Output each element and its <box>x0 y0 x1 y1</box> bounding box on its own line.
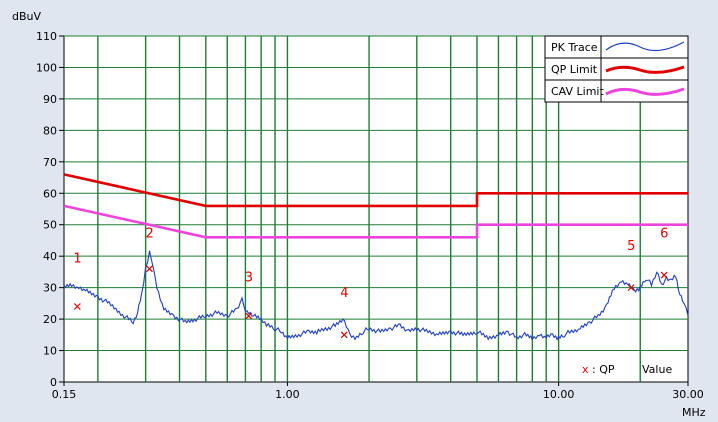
qp-markers: 1 2 3 4 5 6 <box>73 226 668 339</box>
cav-limit-line <box>63 204 688 239</box>
x-tick-label-1: 1.00 <box>275 388 300 401</box>
qp-marker-4-b <box>340 331 348 339</box>
marker-label-3: 3 <box>245 270 253 285</box>
legend-pk-swatch <box>605 41 685 52</box>
y-tick-label-5: 50 <box>43 219 57 232</box>
grid-lines <box>64 35 688 382</box>
marker-label-5: 5 <box>627 239 635 254</box>
x-axis-unit: MHz <box>682 406 706 419</box>
x-tick-label-3: 30.00 <box>672 388 704 401</box>
y-tick-label-9: 90 <box>43 93 57 106</box>
y-tick-label-1: 10 <box>43 345 57 358</box>
pk-trace-line <box>63 250 689 342</box>
y-tick-label-10: 100 <box>36 61 57 74</box>
qp-marker-2-b <box>146 265 153 273</box>
y-tick-label-2: 20 <box>43 313 57 326</box>
legend-qp-label: QP Limit <box>551 63 598 76</box>
qp-marker-5-b <box>627 284 635 292</box>
series-lines <box>63 173 689 342</box>
qp-marker-3-b <box>245 312 253 320</box>
y-tick-label-4: 40 <box>43 250 57 263</box>
y-tick-label-11: 110 <box>36 30 57 43</box>
note-value-label: Value <box>642 363 672 376</box>
x-tick-label-0: 0.15 <box>52 388 77 401</box>
marker-label-1: 1 <box>73 251 81 266</box>
marker-label-6: 6 <box>660 226 668 241</box>
qp-marker-1-b <box>73 303 81 310</box>
y-tick-label-7: 70 <box>43 156 57 169</box>
y-tick-label-3: 30 <box>43 282 57 295</box>
legend: PK Trace QP Limit CAV Limit <box>544 35 689 103</box>
qp-limit-line <box>63 173 688 208</box>
legend-qp-swatch <box>605 65 685 74</box>
y-axis-ticks: 0 10 20 30 40 50 60 70 80 90 100 110 <box>36 30 64 389</box>
y-tick-label-0: 0 <box>50 376 57 389</box>
qp-note: x : QP Value <box>582 363 672 376</box>
legend-pk-label: PK Trace <box>551 41 598 54</box>
y-axis-unit: dBuV <box>12 10 42 23</box>
y-tick-label-6: 60 <box>43 187 57 200</box>
x-axis-ticks: 0.15 1.00 10.00 30.00 <box>52 382 704 401</box>
note-text: : QP <box>592 363 615 376</box>
y-tick-label-8: 80 <box>43 124 57 137</box>
note-symbol: x <box>582 363 589 376</box>
marker-label-2: 2 <box>145 226 153 241</box>
legend-cav-label: CAV Limit <box>551 85 604 98</box>
legend-cav-swatch <box>605 87 685 96</box>
qp-marker-6-b <box>660 271 668 279</box>
x-tick-label-2: 10.00 <box>543 388 575 401</box>
marker-label-4: 4 <box>340 286 348 301</box>
